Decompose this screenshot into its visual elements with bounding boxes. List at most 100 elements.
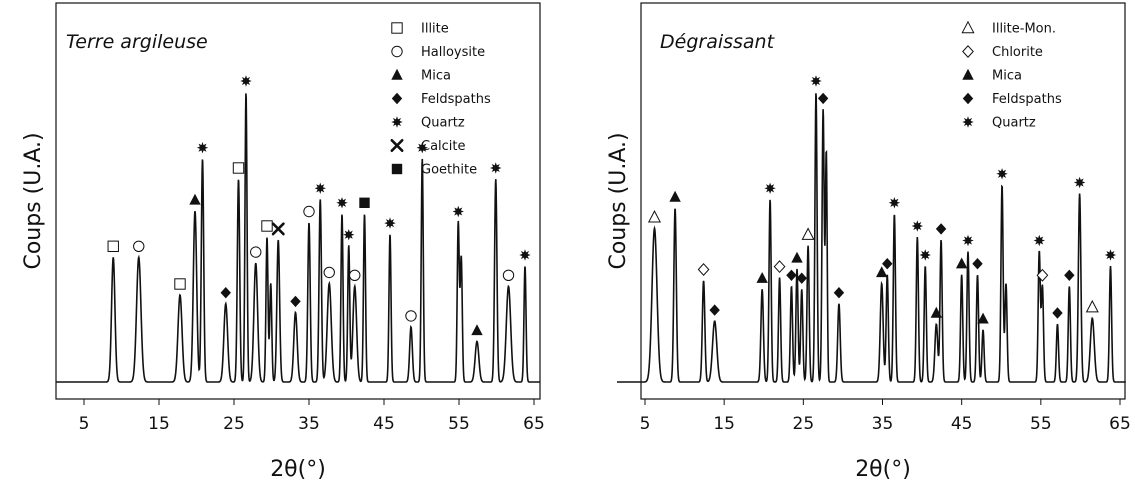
legend: Illite Halloysite Mica Feldspaths Quartz Calc… xyxy=(390,22,491,178)
legend-label: Illite-Mon. xyxy=(992,22,1056,37)
peak-marker-star-filled xyxy=(911,220,924,232)
chart-panel-terre-argileuse: Terre argileuse 5 15 25 35 45 55 65 Illite Hall… xyxy=(21,2,545,482)
legend-marker-diamond-open xyxy=(962,45,974,58)
peak-marker-diamond-filled xyxy=(786,269,797,281)
peak-marker-star-filled xyxy=(810,75,822,87)
diffraction-pattern xyxy=(617,93,1126,383)
peak-marker-star-filled xyxy=(1073,176,1086,189)
x-tick-label: 15 xyxy=(713,414,735,434)
peak-marker-triangle-filled xyxy=(930,306,943,318)
peak-marker-star-filled xyxy=(336,197,348,209)
peak-marker-square-open xyxy=(232,162,245,174)
legend-marker-triangle-open xyxy=(961,20,975,34)
peak-marker-star-filled xyxy=(962,234,974,247)
peak-markers xyxy=(647,75,1117,324)
peak-marker-star-filled xyxy=(314,182,326,194)
peak-marker-diamond-filled xyxy=(796,272,807,284)
legend-marker-star-filled xyxy=(391,116,403,128)
legend-label: Halloysite xyxy=(421,45,485,60)
legend-marker-circle-open xyxy=(391,45,403,58)
legend-label: Illite xyxy=(421,22,449,37)
peak-marker-diamond-filled xyxy=(935,223,947,235)
x-tick-label: 55 xyxy=(1030,414,1052,434)
peak-marker-triangle-filled xyxy=(189,193,201,205)
peak-marker-star-filled xyxy=(490,162,502,174)
peak-marker-triangle-filled xyxy=(791,251,803,263)
peak-marker-circle-open xyxy=(323,266,335,279)
legend-label: Chlorite xyxy=(992,45,1043,60)
peak-marker-square-open xyxy=(107,240,119,253)
x-tick-label: 65 xyxy=(1109,414,1131,434)
diffraction-pattern xyxy=(56,93,540,383)
legend-marker-cross xyxy=(390,139,404,152)
peak-marker-triangle-filled xyxy=(471,324,483,336)
peak-marker-triangle-open xyxy=(647,210,662,223)
peak-marker-circle-open xyxy=(349,269,361,281)
legend-label: Feldspaths xyxy=(992,92,1062,107)
x-tick-label: 45 xyxy=(373,414,395,434)
legend-label: Quartz xyxy=(992,116,1036,131)
x-tick-label: 45 xyxy=(951,414,973,434)
peak-marker-star-filled xyxy=(384,217,396,229)
panel-title: Terre argileuse xyxy=(66,31,208,53)
peak-marker-star-filled xyxy=(452,205,464,218)
peak-marker-square-open xyxy=(174,278,186,290)
peak-marker-diamond-filled xyxy=(709,304,720,316)
peak-marker-diamond-filled xyxy=(833,287,845,299)
peak-marker-diamond-filled xyxy=(817,92,829,105)
peak-marker-diamond-filled xyxy=(1064,269,1075,281)
peak-marker-diamond-filled xyxy=(290,295,301,308)
peak-marker-circle-open xyxy=(502,269,515,281)
peak-marker-circle-open xyxy=(250,246,262,258)
peak-marker-star-filled xyxy=(416,142,428,154)
peak-marker-diamond-open xyxy=(1036,268,1049,282)
legend-marker-square-open xyxy=(391,22,403,34)
peak-marker-triangle-open xyxy=(1085,299,1099,313)
x-axis-ticks: 5 15 25 35 45 55 65 xyxy=(79,399,545,434)
peak-marker-triangle-filled xyxy=(977,312,989,324)
x-tick-label: 55 xyxy=(448,414,470,434)
x-tick-label: 25 xyxy=(223,414,245,434)
peak-marker-triangle-open xyxy=(801,227,815,240)
legend-label: Mica xyxy=(992,69,1022,84)
legend: Illite-Mon. Chlorite Mica Feldspaths Quartz xyxy=(961,20,1062,131)
x-tick-label: 25 xyxy=(793,414,815,434)
peak-marker-diamond-filled xyxy=(972,258,983,270)
peak-marker-triangle-filled xyxy=(669,190,681,202)
legend-marker-square-filled xyxy=(391,163,403,175)
peak-marker-star-filled xyxy=(996,168,1008,180)
legend-label: Calcite xyxy=(421,139,466,154)
legend-label: Goethite xyxy=(421,163,477,178)
x-tick-label: 35 xyxy=(298,414,320,434)
peak-marker-star-filled xyxy=(240,75,252,87)
peak-marker-diamond-open xyxy=(773,260,786,274)
peak-marker-star-filled xyxy=(196,142,209,154)
legend-marker-star-filled xyxy=(962,116,974,128)
legend-marker-diamond-filled xyxy=(962,92,974,105)
legend-label: Quartz xyxy=(421,116,465,131)
peak-marker-triangle-filled xyxy=(876,266,888,278)
peak-marker-triangle-filled xyxy=(955,257,968,269)
peak-marker-diamond-filled xyxy=(882,258,893,270)
legend-marker-triangle-filled xyxy=(962,68,974,80)
x-tick-label: 15 xyxy=(148,414,170,434)
x-axis-title: 2θ(°) xyxy=(270,457,326,482)
peak-marker-circle-open xyxy=(133,240,145,253)
legend-marker-triangle-filled xyxy=(391,68,403,80)
x-tick-label: 35 xyxy=(872,414,894,434)
peak-markers xyxy=(107,75,531,336)
panel-title: Dégraissant xyxy=(660,31,776,53)
y-axis-title: Coups (U.A.) xyxy=(21,132,46,269)
diffraction-line xyxy=(617,93,1126,383)
peak-marker-circle-open xyxy=(405,310,417,322)
x-axis-title: 2θ(°) xyxy=(855,457,911,482)
peak-marker-square-open xyxy=(261,220,273,232)
peak-marker-star-filled xyxy=(919,249,931,261)
chart-panel-degraissant: Dégraissant 5 15 25 35 45 55 65 Illite-Mon. Chl… xyxy=(606,2,1131,482)
peak-marker-star-filled xyxy=(519,249,531,261)
peak-marker-star-filled xyxy=(888,197,901,209)
legend-label: Feldspaths xyxy=(421,92,491,107)
peak-marker-star-filled xyxy=(1104,249,1117,261)
x-tick-label: 65 xyxy=(523,414,545,434)
